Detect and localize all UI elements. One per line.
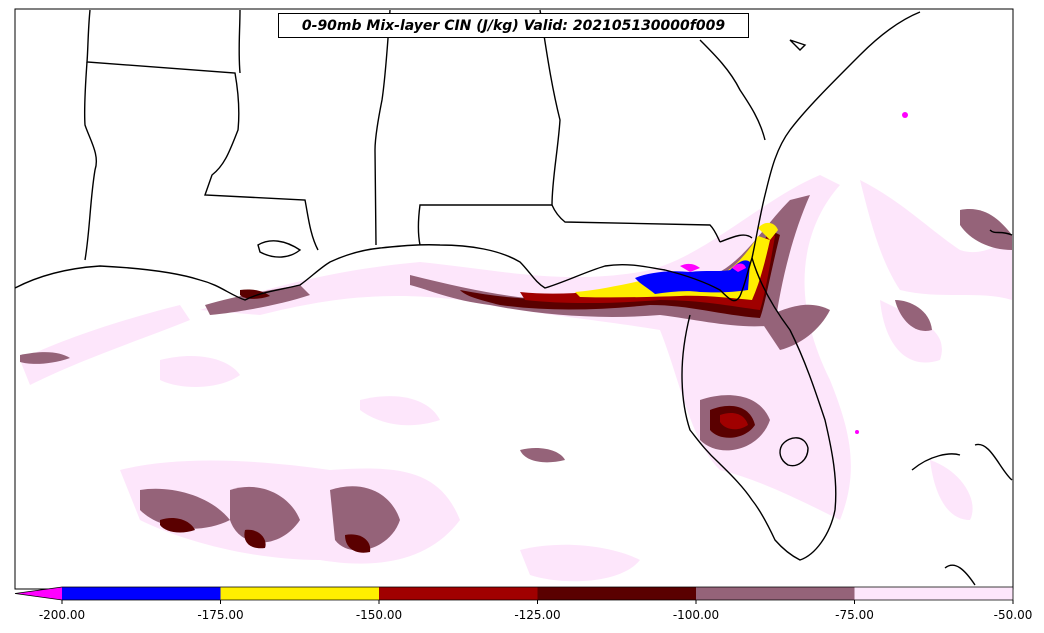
colorbar bbox=[14, 586, 1014, 604]
colorbar-tick-label: -200.00 bbox=[38, 608, 86, 622]
colorbar-tick-label: -125.00 bbox=[514, 608, 561, 622]
cin-magenta-shading bbox=[680, 112, 908, 434]
cin-light-shading bbox=[20, 175, 1012, 582]
colorbar-bin-6 bbox=[854, 587, 1013, 600]
colorbar-bin-5 bbox=[696, 587, 855, 600]
colorbar-tick-label: -75.00 bbox=[835, 608, 874, 622]
colorbar-bin-3 bbox=[379, 587, 538, 600]
colorbar-tick-label: -100.00 bbox=[672, 608, 720, 622]
colorbar-outline bbox=[14, 586, 1014, 601]
coastlines-borders bbox=[14, 9, 1013, 586]
cin-blue-shading bbox=[635, 260, 750, 294]
map-title: 0-90mb Mix-layer CIN (J/kg) Valid: 20210… bbox=[278, 13, 749, 38]
colorbar-tick-label: -175.00 bbox=[197, 608, 244, 622]
colorbar-tick-label: -150.00 bbox=[355, 608, 403, 622]
colorbar-tick-label: -50.00 bbox=[993, 608, 1033, 622]
colorbar-bin-0 bbox=[15, 587, 62, 600]
colorbar-bin-1 bbox=[62, 587, 221, 600]
colorbar-bin-2 bbox=[220, 587, 379, 600]
colorbar-bin-4 bbox=[537, 587, 696, 600]
